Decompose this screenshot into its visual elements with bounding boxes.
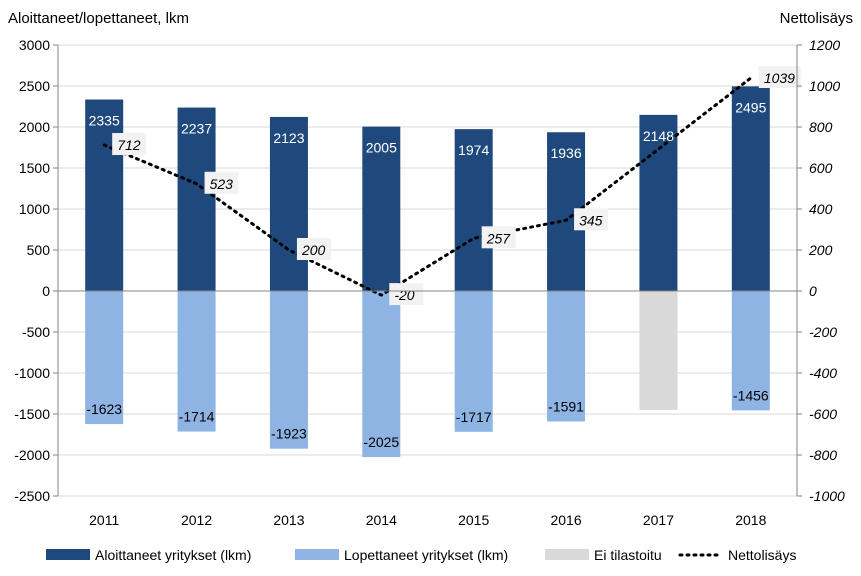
bar-data-label: -1591 — [548, 398, 584, 414]
left-tick-label: 1000 — [19, 201, 50, 217]
net-data-label: 257 — [486, 230, 512, 246]
bar-2014-0 — [362, 126, 401, 291]
bar-2014-1 — [362, 291, 401, 458]
right-tick-label: -800 — [809, 447, 837, 463]
bar-2011-1 — [85, 291, 124, 425]
right-tick-label: -200 — [809, 324, 837, 340]
right-tick-label: 800 — [809, 119, 833, 135]
bar-data-label: 2237 — [181, 121, 212, 137]
right-tick-label: 400 — [809, 201, 833, 217]
left-tick-label: -500 — [22, 324, 50, 340]
bar-data-label: -1714 — [179, 409, 215, 425]
bar-data-label: -1923 — [271, 426, 307, 442]
net-data-label: 345 — [579, 212, 603, 228]
net-data-label: 712 — [117, 137, 141, 153]
left-axis-title: Aloittaneet/lopettaneet, lkm — [8, 10, 189, 27]
bar-data-label: -1456 — [733, 387, 769, 403]
bar-2015-1 — [454, 291, 493, 432]
net-label-bg — [389, 283, 424, 306]
left-tick-label: 3000 — [19, 37, 50, 53]
bar-2018-1 — [731, 291, 770, 411]
legend-swatch-0 — [46, 549, 90, 560]
legend-label-2: Ei tilastoitu — [594, 547, 662, 563]
bar-data-label: -2025 — [363, 434, 399, 450]
net-data-label: 523 — [210, 176, 234, 192]
legend-label-0: Aloittaneet yritykset (lkm) — [95, 547, 251, 563]
bar-2017-2 — [639, 291, 678, 410]
bar-data-label: 2148 — [643, 128, 674, 144]
left-tick-label: -2500 — [14, 488, 50, 504]
bar-2017-0 — [639, 114, 678, 291]
net-data-label: -20 — [394, 287, 414, 303]
category-label: 2016 — [550, 512, 581, 528]
bar-2013-1 — [269, 291, 308, 449]
right-tick-label: 200 — [808, 242, 833, 258]
left-tick-label: 2500 — [19, 78, 50, 94]
bar-data-label: 1974 — [458, 142, 489, 158]
category-label: 2018 — [735, 512, 766, 528]
category-label: 2011 — [89, 512, 119, 528]
legend-swatch-2 — [545, 549, 589, 560]
category-label: 2014 — [366, 512, 397, 528]
bar-2015-0 — [454, 129, 493, 291]
right-axis-title: Nettolisäys — [780, 10, 853, 27]
net-label-bg — [574, 208, 609, 231]
category-label: 2012 — [181, 512, 212, 528]
legend-swatch-1 — [295, 549, 339, 560]
bar-data-label: 2495 — [735, 99, 766, 115]
left-tick-label: 500 — [27, 242, 51, 258]
bar-data-label: 2123 — [273, 130, 304, 146]
net-data-label: 1039 — [764, 70, 795, 86]
bars-layer — [85, 86, 770, 458]
category-label: 2013 — [273, 512, 304, 528]
left-tick-label: -1500 — [14, 406, 50, 422]
bar-data-label: -1623 — [86, 401, 122, 417]
bar-2016-1 — [547, 291, 586, 422]
bar-2011-0 — [85, 99, 124, 291]
bar-data-label: 1936 — [550, 145, 581, 161]
net-label-bg — [296, 238, 331, 260]
category-label: 2015 — [458, 512, 489, 528]
legend: Aloittaneet yritykset (lkm) Lopettaneet y… — [46, 547, 796, 563]
bar-2012-1 — [177, 291, 216, 432]
left-tick-label: 0 — [42, 283, 50, 299]
bar-2012-0 — [177, 107, 216, 291]
net-line-layer — [102, 76, 753, 297]
bar-data-label: 2335 — [89, 113, 120, 129]
net-data-label: 200 — [301, 242, 326, 258]
right-tick-label: 600 — [809, 160, 833, 176]
net-series-line — [102, 76, 753, 297]
right-tick-label: 0 — [809, 283, 817, 299]
right-tick-label: -400 — [809, 365, 837, 381]
right-tick-label: 1000 — [809, 78, 840, 94]
left-tick-label: 2000 — [19, 119, 50, 135]
data-labels-layer: 2335 2237 2123 2005 1974 1936 2148 2495 -1623 -17… — [86, 66, 801, 450]
net-label-bg — [204, 171, 239, 194]
right-tick-label: 1200 — [809, 37, 840, 53]
bar-data-label: -1717 — [456, 409, 492, 425]
bar-2018-0 — [731, 86, 770, 291]
legend-label-3: Nettolisäys — [728, 547, 796, 563]
right-tick-label: -600 — [809, 406, 837, 422]
net-label-bg — [481, 226, 516, 249]
left-tick-label: -1000 — [14, 365, 50, 381]
legend-label-1: Lopettaneet yritykset (lkm) — [344, 547, 508, 563]
bar-2013-0 — [269, 116, 308, 291]
gridlines — [58, 44, 797, 497]
bar-data-label: 2005 — [366, 140, 397, 156]
axes-layer: 300025002000150010005000-500-1000-1500-2… — [14, 37, 845, 528]
left-tick-label: -2000 — [14, 447, 50, 463]
category-label: 2017 — [643, 512, 674, 528]
net-label-bg — [758, 66, 801, 89]
left-tick-label: 1500 — [19, 160, 50, 176]
net-label-bg — [112, 133, 147, 156]
right-tick-label: -1000 — [809, 488, 845, 504]
